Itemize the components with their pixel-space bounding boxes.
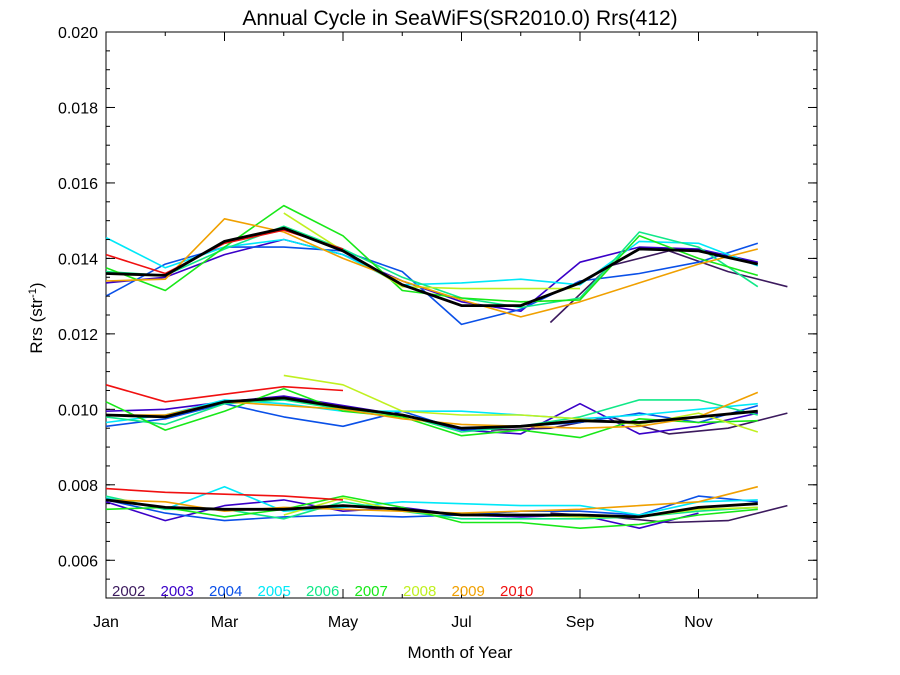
series-2005 xyxy=(105,236,759,516)
series-2003-line-1 xyxy=(105,238,758,313)
series-2009-line-1 xyxy=(105,218,758,318)
series-2003 xyxy=(105,238,758,530)
chart-title: Annual Cycle in SeaWiFS(SR2010.0) Rrs(41… xyxy=(242,7,677,30)
legend-entry-2010: 2010 xyxy=(500,583,533,600)
series-2005-line-1 xyxy=(105,236,759,286)
legend-entry-2003: 2003 xyxy=(161,583,194,600)
series-2007-line-3 xyxy=(105,495,758,530)
series-2004 xyxy=(105,242,759,522)
series-2004-line-3 xyxy=(105,495,758,522)
series-2010-line-3 xyxy=(105,487,344,501)
legend-entry-2008: 2008 xyxy=(403,583,436,600)
x-tick-label: Sep xyxy=(566,614,595,631)
y-axis-label: Rrs (str-1) xyxy=(27,282,46,353)
y-tick-label: 0.020 xyxy=(58,25,98,42)
y-tick-label: 0.008 xyxy=(58,478,98,495)
legend-entry-2006: 2006 xyxy=(306,583,339,600)
series-2006-line-2 xyxy=(105,399,758,433)
legend-entry-2002: 2002 xyxy=(112,583,145,600)
series-2010-line-2 xyxy=(105,384,344,403)
x-axis-label: Month of Year xyxy=(408,643,513,662)
x-tick-label: Jan xyxy=(93,614,119,631)
legend: 2002 2003 2004 2005 2006 2007 2008 2009 2010 xyxy=(112,583,533,600)
series-2008-line-1 xyxy=(283,212,580,290)
series-2005-line-3 xyxy=(105,485,758,516)
y-tick-label: 0.010 xyxy=(58,402,98,419)
series-2003-line-3 xyxy=(105,499,699,530)
y-axis-label-superscript: -1 xyxy=(27,288,39,298)
series-2003-line-2 xyxy=(105,395,758,435)
y-tick-label: 0.014 xyxy=(58,251,98,268)
series-mean-line-1 xyxy=(105,226,759,308)
legend-entry-2004: 2004 xyxy=(209,583,242,600)
x-tick-label: May xyxy=(328,614,358,631)
x-tick-label: Jul xyxy=(451,614,471,631)
y-tick-label: 0.012 xyxy=(58,327,98,344)
legend-entry-2007: 2007 xyxy=(355,583,388,600)
series-mean-line-3 xyxy=(105,498,758,519)
y-tick-label: 0.016 xyxy=(58,176,98,193)
legend-entry-2005: 2005 xyxy=(258,583,291,600)
series-2008-line-2 xyxy=(283,374,759,433)
y-tick-label: 0.006 xyxy=(58,553,98,570)
series-2002 xyxy=(491,250,788,524)
series-2005-line-2 xyxy=(105,399,758,424)
series-mean-line-2 xyxy=(105,396,758,430)
series-mean xyxy=(105,226,759,519)
legend-entry-2009: 2009 xyxy=(452,583,485,600)
series-2007-line-2 xyxy=(105,387,758,439)
y-axis-label-end: ) xyxy=(27,282,46,288)
series-2010 xyxy=(105,229,344,501)
x-tick-label: Nov xyxy=(684,614,712,631)
y-tick-label: 0.018 xyxy=(58,100,98,117)
x-tick-label: Mar xyxy=(211,614,239,631)
series-layer xyxy=(105,204,788,530)
y-axis-label-main: Rrs (str xyxy=(27,298,46,354)
ticks-layer: 0.006 0.008 0.010 0.012 0.014 0.016 0.018 0.020… xyxy=(58,25,818,631)
